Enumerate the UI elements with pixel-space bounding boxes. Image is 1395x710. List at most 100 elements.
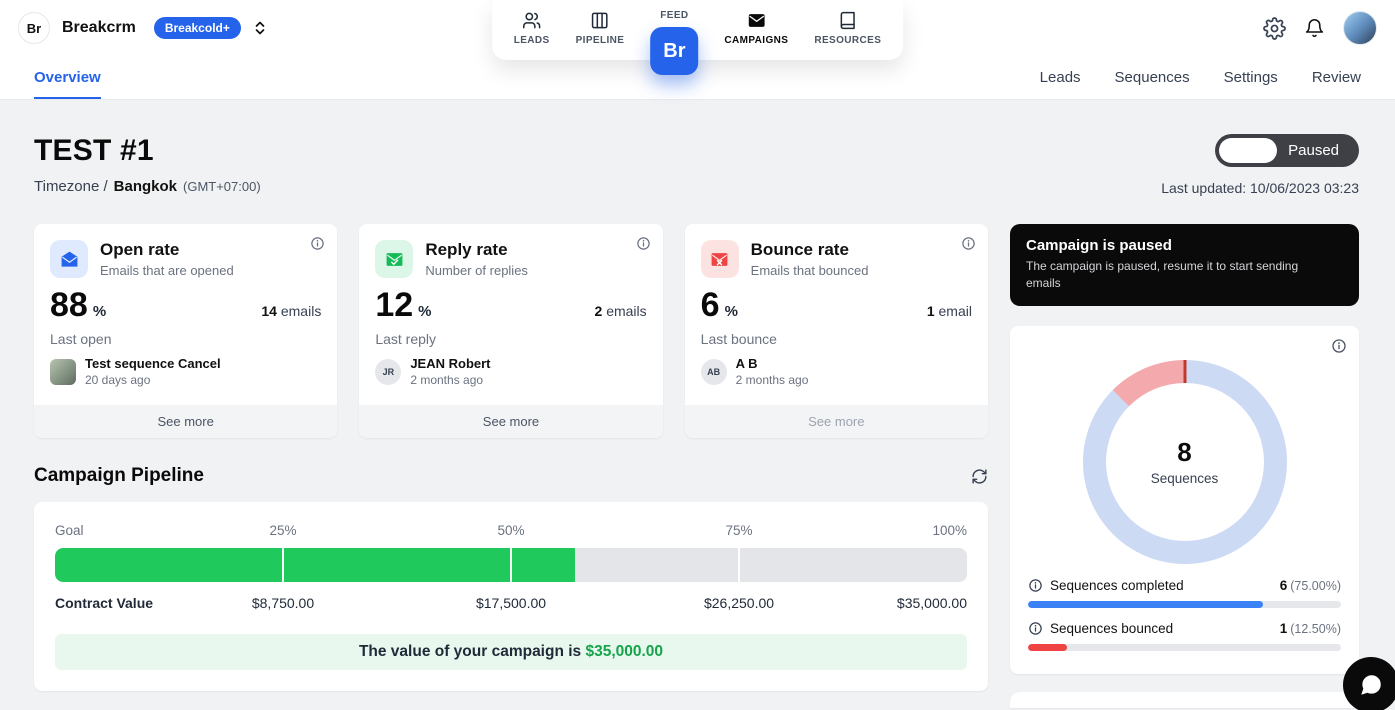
leads-icon: [522, 10, 541, 30]
refresh-icon[interactable]: [971, 468, 988, 485]
timezone-label: Timezone /: [34, 178, 108, 195]
stat-card-reply-rate: Reply rate Number of replies 12% 2 email…: [359, 224, 663, 438]
contact-time: 2 months ago: [410, 373, 484, 387]
tick-100: 100%: [932, 523, 967, 538]
tab-leads[interactable]: Leads: [1039, 69, 1081, 86]
nav-resources[interactable]: RESOURCES: [814, 10, 881, 46]
pipeline-progress-bar: [55, 548, 967, 582]
last-event-label: Last bounce: [700, 331, 777, 347]
nav-feed-label: FEED: [660, 10, 689, 21]
stat-title: Reply rate: [425, 240, 508, 259]
stat-cards-row: Open rate Emails that are opened 88% 14 …: [34, 224, 988, 438]
last-contact-row[interactable]: AB A B 2 months ago: [685, 347, 988, 387]
nav-campaigns-label: CAMPAIGNS: [724, 35, 789, 46]
breakcold-logo[interactable]: Br: [650, 27, 699, 75]
contact-name: JEAN Robert: [410, 356, 491, 371]
workspace-area: Br Breakcrm Breakcold+: [18, 12, 267, 44]
open-mail-icon: [50, 240, 88, 278]
pause-toggle-knob[interactable]: [1219, 138, 1278, 163]
sequences-card: 8 Sequences Sequences completed 6 (75.00%…: [1010, 325, 1359, 674]
plan-badge[interactable]: Breakcold+: [153, 17, 241, 39]
contract-value-100: $35,000.00: [896, 595, 967, 611]
stat-card-open-rate: Open rate Emails that are opened 88% 14 …: [34, 224, 338, 438]
bounced-progress-track: [1028, 643, 1341, 651]
workspace-switcher-icon[interactable]: [253, 20, 267, 36]
tab-review[interactable]: Review: [1311, 69, 1361, 86]
sequences-total: 8: [1177, 437, 1192, 468]
paused-notice-body: The campaign is paused, resume it to sta…: [1026, 259, 1299, 290]
nav-leads[interactable]: LEADS: [514, 10, 550, 46]
pipeline-heading: Campaign Pipeline: [34, 465, 204, 486]
app-logo[interactable]: Br: [18, 12, 50, 44]
chat-widget-button[interactable]: [1343, 657, 1395, 710]
pipeline-card: Goal 25% 50% 75% 100% Contract Value $8,…: [34, 502, 988, 691]
pipeline-icon: [590, 10, 609, 30]
contact-avatar: [50, 358, 76, 385]
contract-value-25: $8,750.00: [251, 595, 315, 611]
completed-progress-fill: [1028, 600, 1263, 608]
tick-50: 50%: [497, 523, 525, 538]
subnav-right: Leads Sequences Settings Review: [1040, 56, 1361, 99]
nav-leads-label: LEADS: [513, 35, 550, 46]
nav-resources-label: RESOURCES: [814, 35, 882, 46]
pipeline-tick-labels: Goal 25% 50% 75% 100%: [55, 523, 967, 541]
settings-gear-icon[interactable]: [1263, 16, 1286, 40]
stat-count: 2 emails: [594, 303, 647, 319]
tick-25: 25%: [269, 523, 297, 538]
goal-label: Goal: [55, 523, 84, 538]
chat-bubble-icon: [1361, 675, 1381, 695]
sequences-bounced-label: Sequences bounced: [1050, 620, 1174, 636]
nav-pipeline-label: PIPELINE: [575, 35, 625, 46]
timezone-offset: (GMT+07:00): [183, 179, 261, 194]
nav-campaigns[interactable]: CAMPAIGNS: [724, 10, 788, 46]
stat-count: 1 email: [926, 303, 972, 319]
page-title: TEST #1: [34, 134, 154, 167]
last-updated: Last updated: 10/06/2023 03:23: [1161, 180, 1359, 196]
topbar-actions: [1263, 11, 1377, 45]
contract-value-50: $17,500.00: [475, 595, 547, 611]
nav-pipeline[interactable]: PIPELINE: [576, 10, 625, 46]
info-icon[interactable]: [961, 236, 976, 251]
stat-subtitle: Emails that bounced: [750, 263, 869, 278]
completed-progress-track: [1028, 600, 1341, 608]
contact-avatar: JR: [375, 358, 402, 385]
contact-avatar: AB: [700, 358, 727, 385]
stat-subtitle: Number of replies: [425, 263, 528, 278]
stat-title: Bounce rate: [750, 240, 849, 259]
tab-sequences[interactable]: Sequences: [1114, 69, 1190, 86]
see-more-button[interactable]: See more: [359, 405, 663, 438]
primary-nav: LEADS PIPELINE FEED Br CAMPAIGNS: [491, 0, 904, 75]
stat-card-bounce-rate: Bounce rate Emails that bounced 6% 1 ema…: [684, 224, 988, 438]
tab-overview[interactable]: Overview: [34, 56, 101, 99]
bounced-progress-fill: [1028, 643, 1068, 651]
stat-value: 12%: [375, 286, 432, 324]
campaign-value-banner: The value of your campaign is $35,000.00: [55, 634, 967, 670]
pipeline-value-labels: Contract Value $8,750.00 $17,500.00 $26,…: [55, 595, 967, 615]
tab-settings[interactable]: Settings: [1223, 69, 1278, 86]
see-more-button[interactable]: See more: [684, 405, 988, 438]
contact-time: 2 months ago: [735, 373, 809, 387]
nav-feed[interactable]: FEED Br: [650, 10, 699, 75]
info-icon[interactable]: [310, 236, 325, 251]
see-more-button[interactable]: See more: [34, 405, 338, 438]
info-icon: [1029, 621, 1042, 635]
campaign-header: TEST #1 Timezone / Bangkok (GMT+07:00) P…: [34, 134, 1359, 196]
last-contact-row[interactable]: Test sequence Cancel 20 days ago: [34, 347, 337, 387]
donut-segment-border: [1183, 359, 1186, 384]
paused-notice-title: Campaign is paused: [1026, 237, 1172, 254]
sequences-donut-chart: 8 Sequences: [1082, 359, 1287, 564]
sequences-completed-pct: (75.00%): [1290, 578, 1341, 593]
campaign-value-amount: $35,000.00: [585, 643, 664, 660]
info-icon[interactable]: [1331, 338, 1347, 354]
notifications-bell-icon[interactable]: [1304, 18, 1325, 39]
user-avatar[interactable]: [1343, 11, 1377, 45]
info-icon[interactable]: [636, 236, 651, 251]
last-event-label: Last reply: [375, 331, 437, 347]
last-event-label: Last open: [50, 331, 112, 347]
last-contact-row[interactable]: JR JEAN Robert 2 months ago: [359, 347, 662, 387]
paused-notice: Campaign is paused The campaign is pause…: [1010, 224, 1359, 306]
sequences-bounced-row: Sequences bounced 1 (12.50%): [1028, 621, 1341, 636]
topbar: Br Breakcrm Breakcold+ LEADS PIPELINE: [0, 0, 1395, 75]
pause-toggle[interactable]: Paused: [1215, 134, 1359, 167]
